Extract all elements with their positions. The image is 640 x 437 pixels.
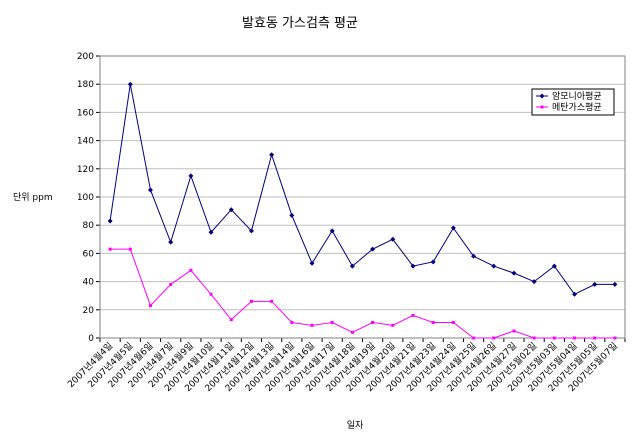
data-point xyxy=(128,247,132,251)
data-point xyxy=(270,299,274,303)
data-point xyxy=(269,152,275,158)
y-tick-label: 80 xyxy=(83,221,95,231)
series-line-0 xyxy=(109,84,615,295)
data-point xyxy=(289,212,295,218)
data-point xyxy=(229,318,233,322)
data-point xyxy=(450,225,456,231)
data-point xyxy=(451,320,455,324)
y-ticks: 0 20 40 60 80 100 120 140 160 180 200 xyxy=(77,52,100,344)
data-point xyxy=(593,336,597,340)
data-point xyxy=(309,260,315,266)
data-point xyxy=(168,239,174,245)
data-point xyxy=(148,304,152,308)
data-point xyxy=(290,320,294,324)
data-point xyxy=(249,299,253,303)
legend: 암모니아평균 메탄가스평균 xyxy=(531,88,615,116)
data-point xyxy=(492,336,496,340)
data-point xyxy=(209,292,213,296)
data-point xyxy=(572,291,578,297)
data-point xyxy=(107,218,113,224)
data-point xyxy=(612,281,618,287)
data-point xyxy=(532,336,536,340)
data-point xyxy=(511,270,517,276)
data-point xyxy=(512,329,516,333)
data-point xyxy=(169,282,173,286)
legend-label-ammonia: 암모니아평균 xyxy=(552,90,602,102)
data-point xyxy=(330,320,334,324)
legend-box xyxy=(531,88,615,116)
data-point xyxy=(108,247,112,251)
y-tick-label: 160 xyxy=(77,108,94,118)
data-point xyxy=(431,320,435,324)
y-tick-label: 40 xyxy=(83,278,95,288)
plot-area-frame xyxy=(99,55,626,339)
data-point xyxy=(189,268,193,272)
legend-marker-methane xyxy=(540,105,544,109)
data-point xyxy=(370,246,376,252)
y-tick-label: 200 xyxy=(77,52,94,62)
data-point xyxy=(613,336,617,340)
data-point xyxy=(411,313,415,317)
data-point xyxy=(391,323,395,327)
legend-label-methane: 메탄가스평균 xyxy=(552,102,602,113)
legend-marker-ammonia xyxy=(539,93,545,99)
y-tick-label: 140 xyxy=(77,137,94,147)
data-point xyxy=(228,207,234,213)
data-point xyxy=(531,279,537,285)
data-point xyxy=(310,323,314,327)
data-point xyxy=(592,281,598,287)
y-tick-label: 100 xyxy=(77,193,94,203)
data-point xyxy=(491,263,497,269)
data-point xyxy=(410,263,416,269)
y-tick-label: 120 xyxy=(77,165,94,175)
chart-title: 발효동 가스검측 평균 xyxy=(242,16,358,31)
y-tick-label: 20 xyxy=(83,306,95,316)
x-axis-label: 일자 xyxy=(347,420,364,431)
data-point xyxy=(329,228,335,234)
series-line-1 xyxy=(110,248,615,339)
x-ticks: 2007년4월4일2007년4월5일2007년4월6일2007년4월7일2007… xyxy=(65,337,626,394)
data-point xyxy=(390,236,396,242)
data-point xyxy=(127,81,133,87)
y-tick-label: 180 xyxy=(77,80,94,90)
data-point xyxy=(371,320,375,324)
data-point xyxy=(350,330,354,334)
data-point xyxy=(430,259,436,265)
data-point xyxy=(208,229,214,235)
y-tick-label: 60 xyxy=(83,249,95,259)
series-layer xyxy=(107,81,618,340)
data-point xyxy=(349,263,355,269)
data-point xyxy=(188,173,194,179)
data-point xyxy=(573,336,577,340)
y-tick-label: 0 xyxy=(88,334,94,344)
y-axis-label: 단위 ppm xyxy=(13,192,53,203)
data-point xyxy=(147,187,153,193)
data-point xyxy=(471,253,477,259)
data-point xyxy=(551,263,557,269)
data-point xyxy=(248,228,254,234)
data-point xyxy=(552,336,556,340)
data-point xyxy=(472,336,476,340)
